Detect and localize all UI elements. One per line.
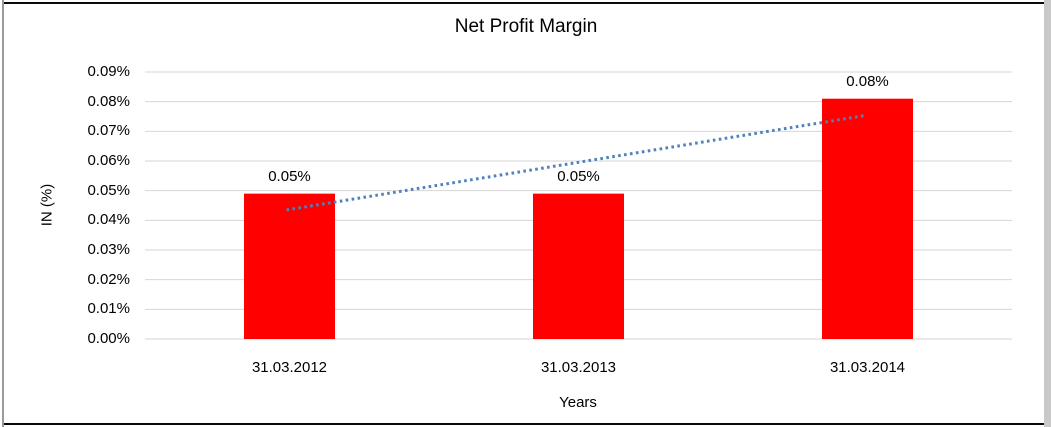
frame-border-right xyxy=(1044,0,1051,427)
y-tick-label: 0.00% xyxy=(87,330,130,347)
bar-31.03.2013 xyxy=(533,193,624,339)
y-tick-label: 0.04% xyxy=(87,211,130,229)
x-axis-title: Years xyxy=(559,394,597,411)
y-tick-label: 0.07% xyxy=(87,122,130,140)
chart-title: Net Profit Margin xyxy=(454,16,598,37)
trendline xyxy=(286,114,865,212)
y-tick-label: 0.08% xyxy=(87,92,130,110)
y-tick-label: 0.05% xyxy=(87,181,130,199)
bar-31.03.2012 xyxy=(244,193,335,339)
x-category-label: 31.03.2012 xyxy=(251,359,328,376)
bar-value-label: 0.05% xyxy=(557,167,600,185)
x-category-label: 31.03.2013 xyxy=(540,359,617,376)
y-tick-label: 0.06% xyxy=(87,152,130,169)
bar-value-label: 0.05% xyxy=(268,167,311,185)
x-category-label: 31.03.2014 xyxy=(829,359,906,376)
y-tick-label: 0.01% xyxy=(87,300,130,318)
y-tick-label: 0.09% xyxy=(87,63,130,80)
frame-border-bottom xyxy=(3,423,1049,425)
bar-31.03.2014 xyxy=(822,98,913,339)
frame-border-top xyxy=(3,2,1049,4)
y-tick-label: 0.02% xyxy=(87,270,130,288)
y-tick-label: 0.03% xyxy=(87,241,130,258)
bar-value-label: 0.08% xyxy=(846,72,889,90)
frame-border-left xyxy=(2,0,4,427)
